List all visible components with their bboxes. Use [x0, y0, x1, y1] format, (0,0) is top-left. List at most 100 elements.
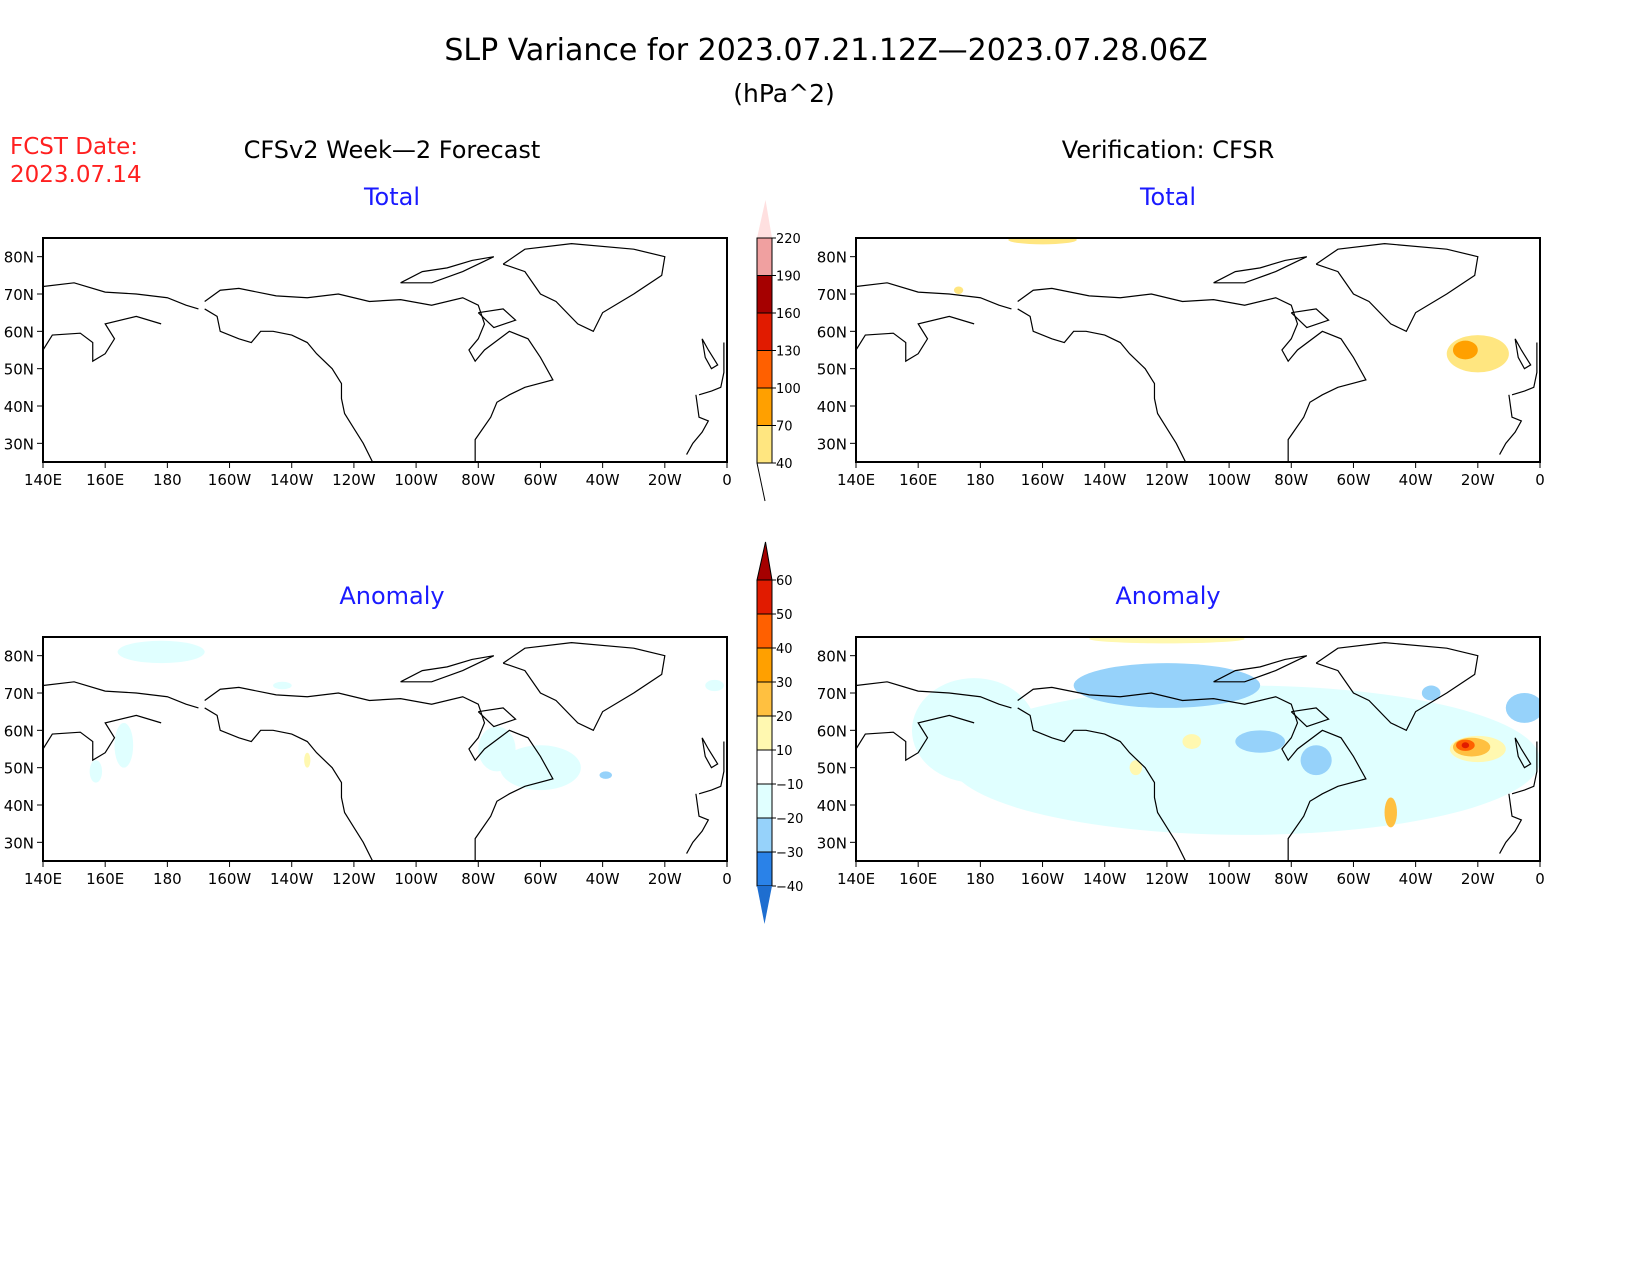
- shaded-region: [273, 681, 292, 690]
- coastline: [1514, 338, 1532, 370]
- shaded-region: [1452, 340, 1478, 360]
- coastline: [856, 681, 1012, 709]
- units-label: (hPa^2): [733, 79, 834, 108]
- shaded-region: [1129, 760, 1143, 776]
- coastline: [502, 641, 666, 732]
- lon-label: 160W: [208, 471, 252, 489]
- coastline: [698, 741, 725, 795]
- lon-label: 140W: [270, 870, 314, 888]
- coastline: [856, 282, 1012, 310]
- coastline: [686, 394, 710, 455]
- lon-label: 40W: [586, 471, 620, 489]
- colorbar-segment: [756, 275, 773, 314]
- lat-label: 40N: [817, 398, 847, 416]
- lon-label: 120W: [332, 471, 376, 489]
- shaded-region: [1089, 637, 1245, 644]
- lat-label: 60N: [817, 323, 847, 341]
- coastline: [701, 737, 719, 769]
- coastline: [1017, 287, 1367, 462]
- shaded-region: [705, 679, 724, 692]
- lon-label: 100W: [394, 870, 438, 888]
- coastlines: [856, 242, 1538, 462]
- lat-label: 80N: [817, 249, 847, 267]
- lat-label: 70N: [4, 685, 34, 703]
- shaded-region: [1073, 663, 1261, 708]
- coastline: [1499, 394, 1523, 455]
- lat-label: 30N: [817, 834, 847, 852]
- map-panel-fcst-total: Total 80N 70N 60N 50N 40N 30N 140E 160E 180 160W 14…: [4, 183, 732, 489]
- lon-label: 180: [966, 471, 995, 489]
- colorbar-segment: [756, 312, 773, 351]
- colorbar-top-extension: [757, 200, 772, 238]
- colorbar-label: 40: [776, 457, 793, 472]
- shaded-field: [89, 640, 724, 791]
- colorbar-segment: [756, 715, 773, 751]
- lon-label: 60W: [1336, 471, 1370, 489]
- colorbar-label: 100: [776, 382, 801, 397]
- coastline: [502, 242, 666, 333]
- lon-label: 80W: [461, 471, 495, 489]
- lon-label: 140E: [837, 471, 875, 489]
- colorbar-segment: [756, 579, 773, 615]
- colorbar-segment: [756, 749, 773, 785]
- coastline: [1315, 242, 1479, 333]
- lon-label: 80W: [1274, 471, 1308, 489]
- shaded-region: [1235, 730, 1286, 753]
- lat-label: 50N: [817, 361, 847, 379]
- coastline: [1511, 342, 1538, 396]
- colorbar-label: 130: [776, 345, 801, 360]
- lon-label: 100W: [394, 471, 438, 489]
- lat-label: 70N: [817, 685, 847, 703]
- colorbar-segment: [756, 237, 773, 276]
- panel-subtitle: Anomaly: [339, 582, 444, 610]
- coastlines: [43, 242, 725, 462]
- coastline: [1514, 737, 1532, 769]
- coastline: [1511, 741, 1538, 795]
- colorbar-top-extension: [756, 541, 773, 581]
- lat-label: 70N: [817, 286, 847, 304]
- map-panel-verif-anomaly: Anomaly 80N 70N 60N 50N 40N 30N 140E 160E 180 160W…: [817, 582, 1545, 888]
- lon-label: 140W: [270, 471, 314, 489]
- fcst-date-label: FCST Date:: [10, 134, 138, 160]
- lon-label: 160W: [1021, 870, 1065, 888]
- colorbar_total: 220 190 160 130 100 70 40: [756, 200, 801, 502]
- lat-label: 60N: [817, 722, 847, 740]
- colorbar-label: 220: [776, 232, 801, 247]
- colorbar-label: −30: [776, 846, 803, 861]
- shaded-field: [953, 238, 1509, 373]
- colorbar-segment: [756, 613, 773, 649]
- map-frame: [42, 237, 728, 463]
- lon-label: 120W: [332, 870, 376, 888]
- lat-label: 50N: [817, 760, 847, 778]
- lat-label: 30N: [4, 834, 34, 852]
- lon-label: 60W: [523, 870, 557, 888]
- lon-label: 60W: [523, 471, 557, 489]
- lat-label: 50N: [4, 361, 34, 379]
- lon-label: 80W: [1274, 870, 1308, 888]
- lon-label: 140W: [1083, 870, 1127, 888]
- figure-title: SLP Variance for 2023.07.21.12Z—2023.07.…: [444, 33, 1207, 68]
- colorbar-segment: [756, 851, 773, 887]
- map-frame: [42, 636, 728, 862]
- coastline: [1017, 308, 1187, 462]
- colorbar-label: −10: [776, 778, 803, 793]
- map-frame: [855, 636, 1541, 862]
- lon-label: 140E: [837, 870, 875, 888]
- coastline: [856, 315, 975, 363]
- coastline: [701, 338, 719, 370]
- coastline: [204, 308, 374, 462]
- colorbar-label: 50: [776, 608, 793, 623]
- colorbar-bottom-extension: [756, 462, 766, 502]
- lon-label: 20W: [648, 870, 682, 888]
- lon-label: 140E: [24, 870, 62, 888]
- coastline: [1315, 641, 1479, 732]
- coastline: [856, 714, 975, 762]
- lon-label: 40W: [1399, 870, 1433, 888]
- lon-label: 20W: [1461, 471, 1495, 489]
- shaded-region: [1461, 742, 1470, 749]
- lon-label: 180: [966, 870, 995, 888]
- coastline: [1213, 256, 1308, 284]
- colorbar-segment: [756, 350, 773, 389]
- coastline: [204, 287, 554, 462]
